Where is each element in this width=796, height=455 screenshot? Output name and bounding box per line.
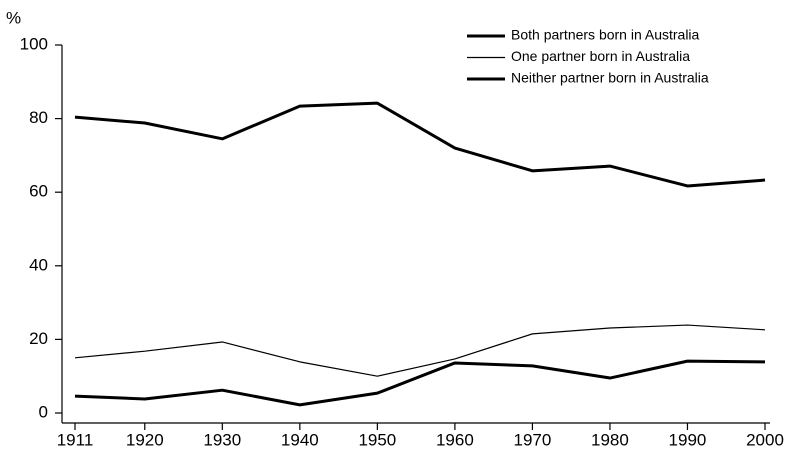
x-tick-label: 1980: [591, 430, 629, 449]
y-tick-label: 0: [39, 402, 48, 421]
x-tick-label: 1920: [126, 430, 164, 449]
line: [74, 324, 766, 377]
y-tick-label: 40: [29, 255, 48, 274]
y-tick-label: 20: [29, 329, 48, 348]
legend-label: One partner born in Australia: [511, 48, 690, 64]
line: [74, 101, 766, 188]
x-tick-label: 1940: [281, 430, 319, 449]
legend-label: Both partners born in Australia: [511, 27, 700, 43]
x-tick-label: 1990: [669, 430, 707, 449]
y-tick-label: 80: [29, 108, 48, 127]
x-tick-label: 1911: [57, 430, 94, 449]
y-axis-label: %: [6, 8, 21, 27]
y-tick-label: 60: [29, 182, 48, 201]
x-tick-label: 1930: [203, 430, 241, 449]
y-tick-label: 100: [20, 34, 48, 53]
line: [74, 359, 766, 407]
legend-label: Neither partner born in Australia: [511, 70, 709, 86]
x-tick-label: 1950: [358, 430, 396, 449]
x-tick-label: 1970: [514, 430, 552, 449]
x-tick-label: 1960: [436, 430, 474, 449]
x-tick-label: 2000: [746, 430, 784, 449]
